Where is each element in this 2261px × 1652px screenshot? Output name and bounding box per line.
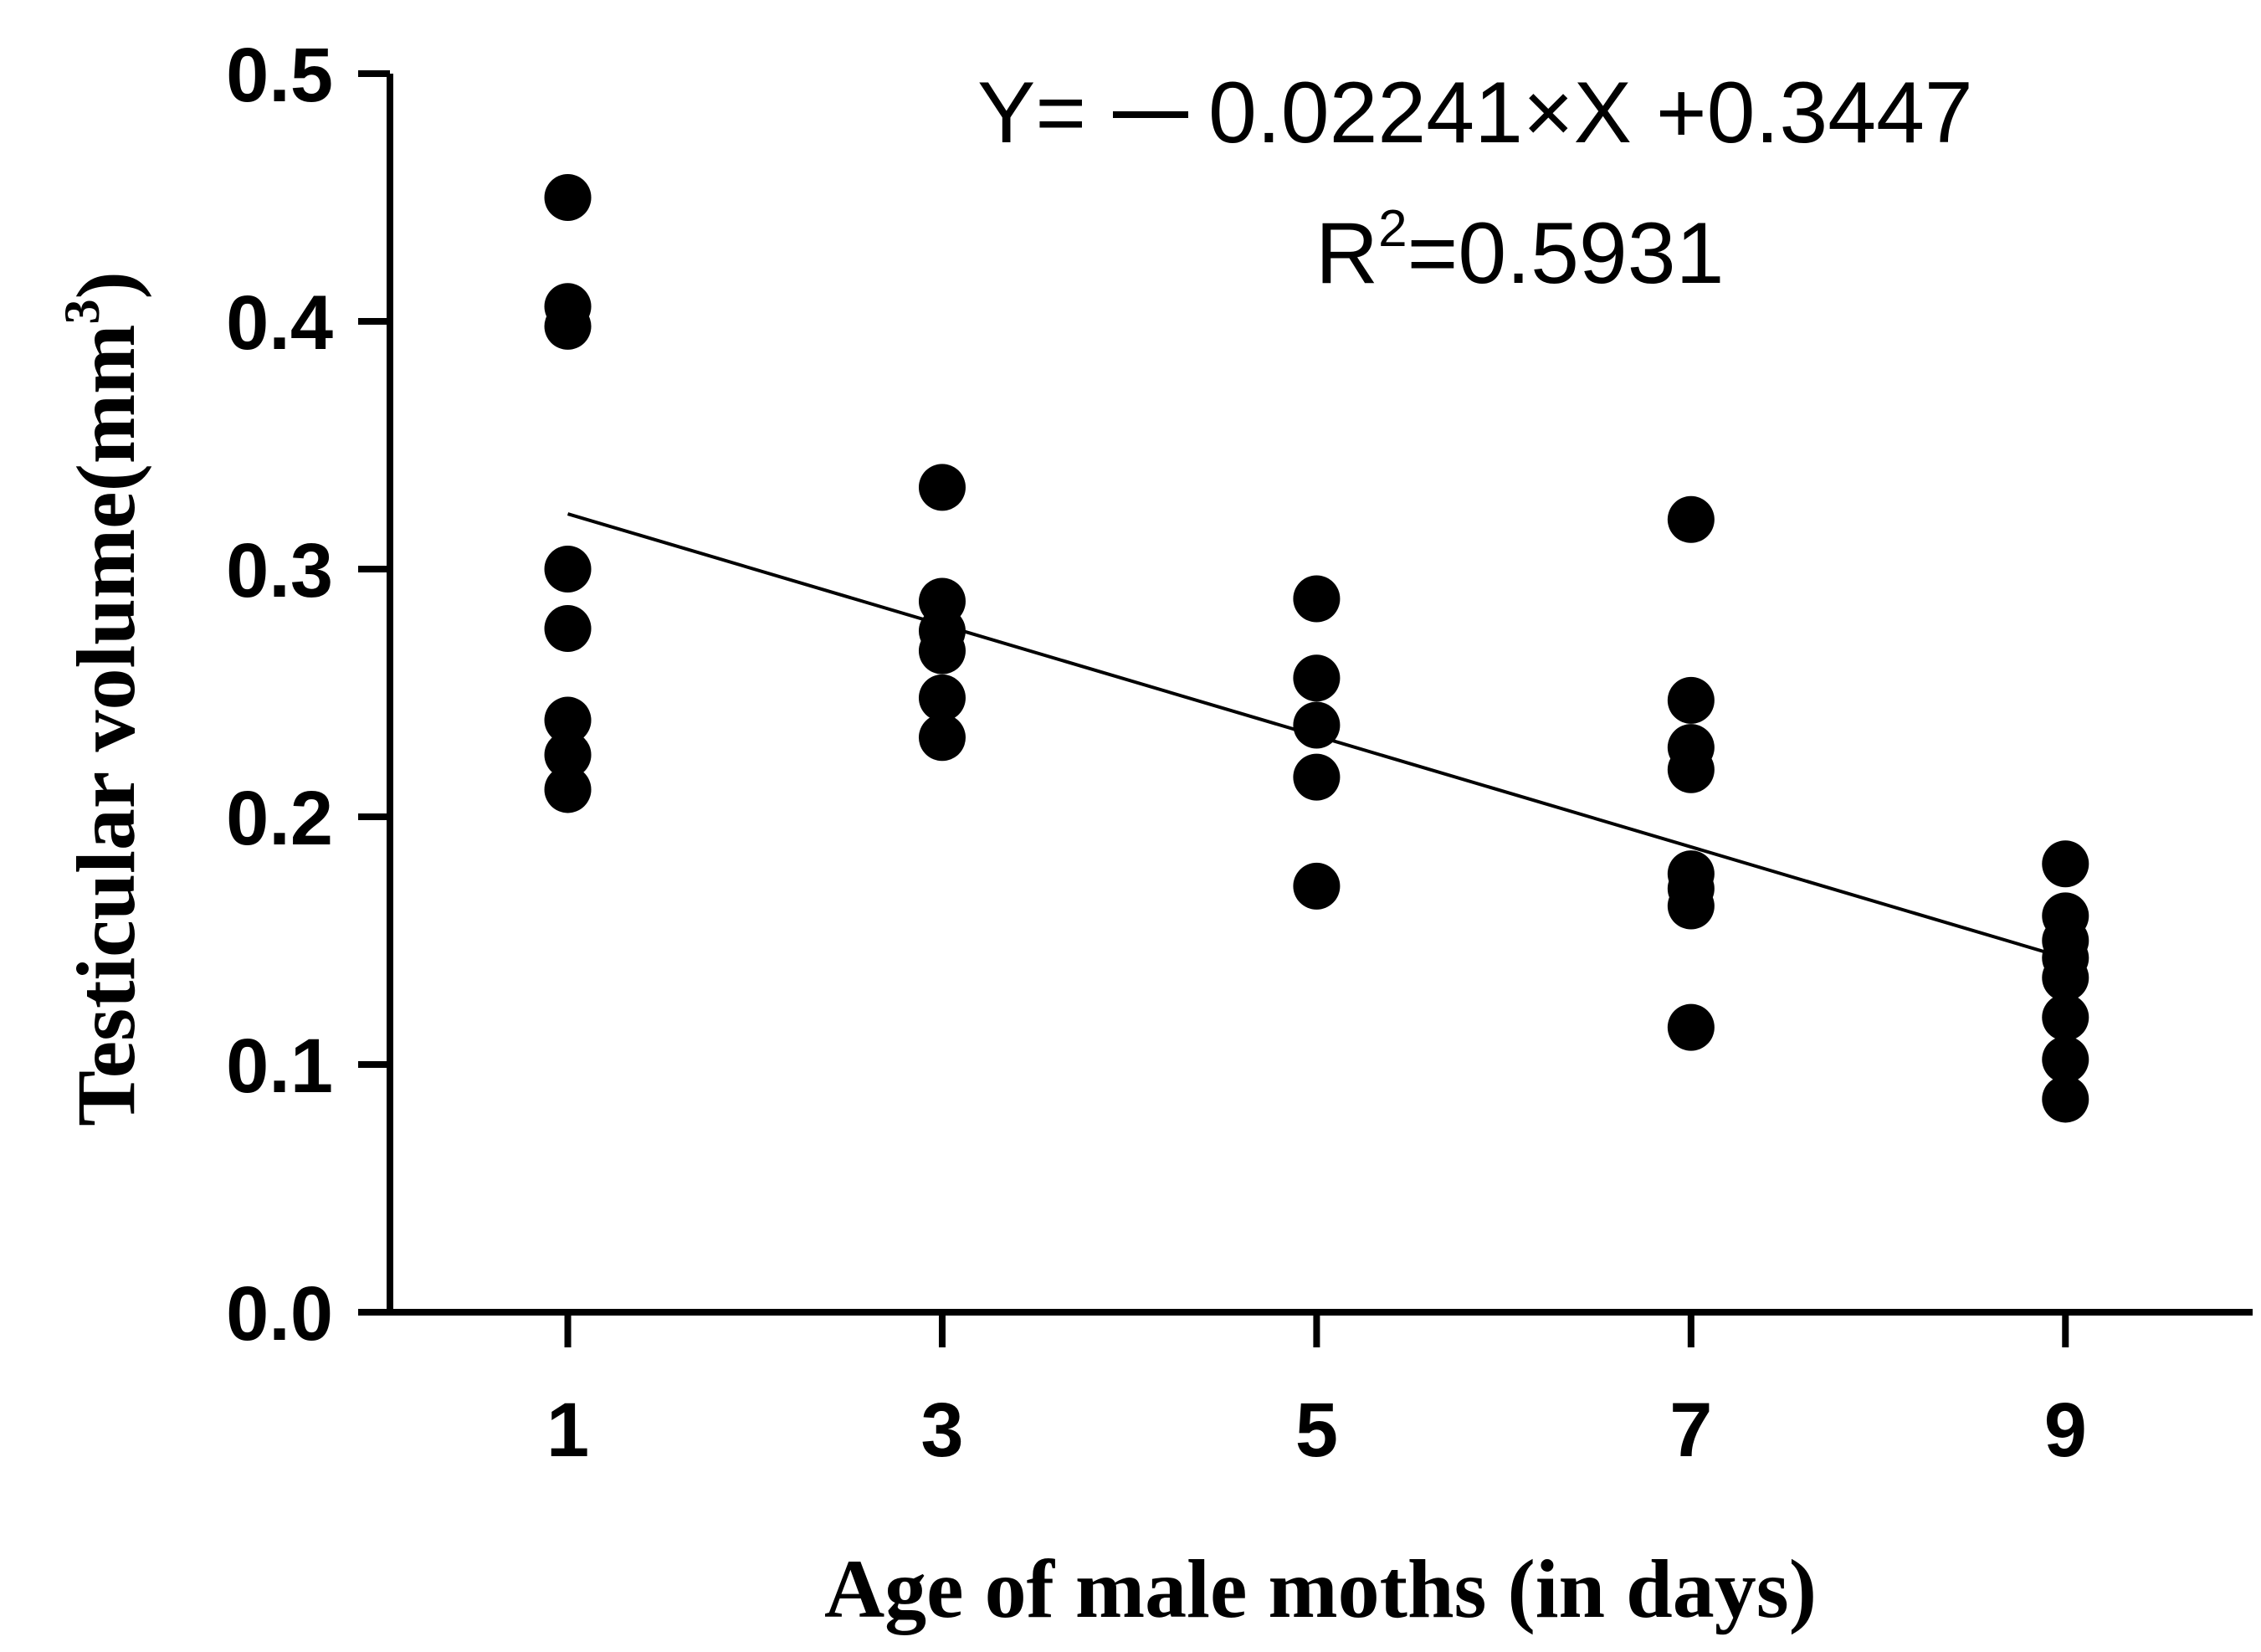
data-point bbox=[544, 546, 592, 593]
x-axis-title: Age of male moths (in days) bbox=[824, 1542, 1817, 1635]
data-point bbox=[1667, 882, 1715, 930]
y-tick-label: 0.3 bbox=[226, 528, 333, 613]
r2-superscript: 2 bbox=[1378, 200, 1407, 258]
data-point bbox=[918, 627, 966, 675]
y-tick-label: 0.1 bbox=[226, 1024, 333, 1109]
y-tick-label: 0.0 bbox=[226, 1271, 333, 1357]
y-tick-label: 0.2 bbox=[226, 776, 333, 861]
equation-lhs: Y= bbox=[977, 64, 1086, 162]
data-point bbox=[1293, 862, 1341, 910]
y-axis-title-main: Testicular volume(mm bbox=[59, 325, 152, 1126]
data-point bbox=[544, 696, 592, 744]
x-ticks: 1 3 5 7 9 bbox=[546, 1312, 2087, 1473]
data-point bbox=[544, 605, 592, 653]
data-point bbox=[2042, 1075, 2089, 1123]
data-point bbox=[1293, 575, 1341, 623]
data-point bbox=[1293, 701, 1341, 749]
y-axis-title-superscript: 3 bbox=[54, 300, 110, 325]
plot-marks bbox=[544, 174, 2089, 1123]
equation-annotation: Y= 0.02241×X +0.3447 R2=0.5931 bbox=[977, 64, 1973, 302]
r2-prefix: R bbox=[1315, 205, 1378, 302]
data-point bbox=[1293, 753, 1341, 801]
x-tick-label: 3 bbox=[920, 1388, 963, 1473]
r2-suffix: =0.5931 bbox=[1407, 205, 1725, 302]
x-tick-label: 5 bbox=[1295, 1388, 1338, 1473]
data-point bbox=[544, 302, 592, 350]
y-tick-label: 0.5 bbox=[226, 33, 333, 118]
x-tick-label: 1 bbox=[546, 1388, 589, 1473]
y-axis-title-close: ) bbox=[59, 271, 152, 299]
y-axis-title: Testicular volume(mm3) bbox=[54, 271, 152, 1126]
x-tick-label: 9 bbox=[2044, 1388, 2087, 1473]
data-point bbox=[544, 766, 592, 813]
data-point bbox=[918, 714, 966, 762]
data-point bbox=[918, 464, 966, 511]
data-point bbox=[544, 174, 592, 221]
r-squared: R2=0.5931 bbox=[1315, 200, 1724, 302]
data-point bbox=[1667, 676, 1715, 724]
data-point bbox=[2042, 1036, 2089, 1084]
equation-rhs: 0.02241×X +0.3447 bbox=[1208, 64, 1973, 162]
data-point bbox=[1667, 746, 1715, 793]
data-point bbox=[1293, 654, 1341, 702]
data-point bbox=[1667, 1003, 1715, 1051]
data-point bbox=[918, 674, 966, 721]
y-tick-label: 0.4 bbox=[226, 280, 333, 366]
data-point bbox=[544, 731, 592, 778]
data-point bbox=[2042, 954, 2089, 1002]
data-point bbox=[2042, 993, 2089, 1041]
y-ticks: 0.0 0.1 0.2 0.3 0.4 0.5 bbox=[226, 33, 390, 1357]
data-point bbox=[2042, 840, 2089, 888]
data-point bbox=[1667, 495, 1715, 543]
x-tick-label: 7 bbox=[1669, 1388, 1712, 1473]
